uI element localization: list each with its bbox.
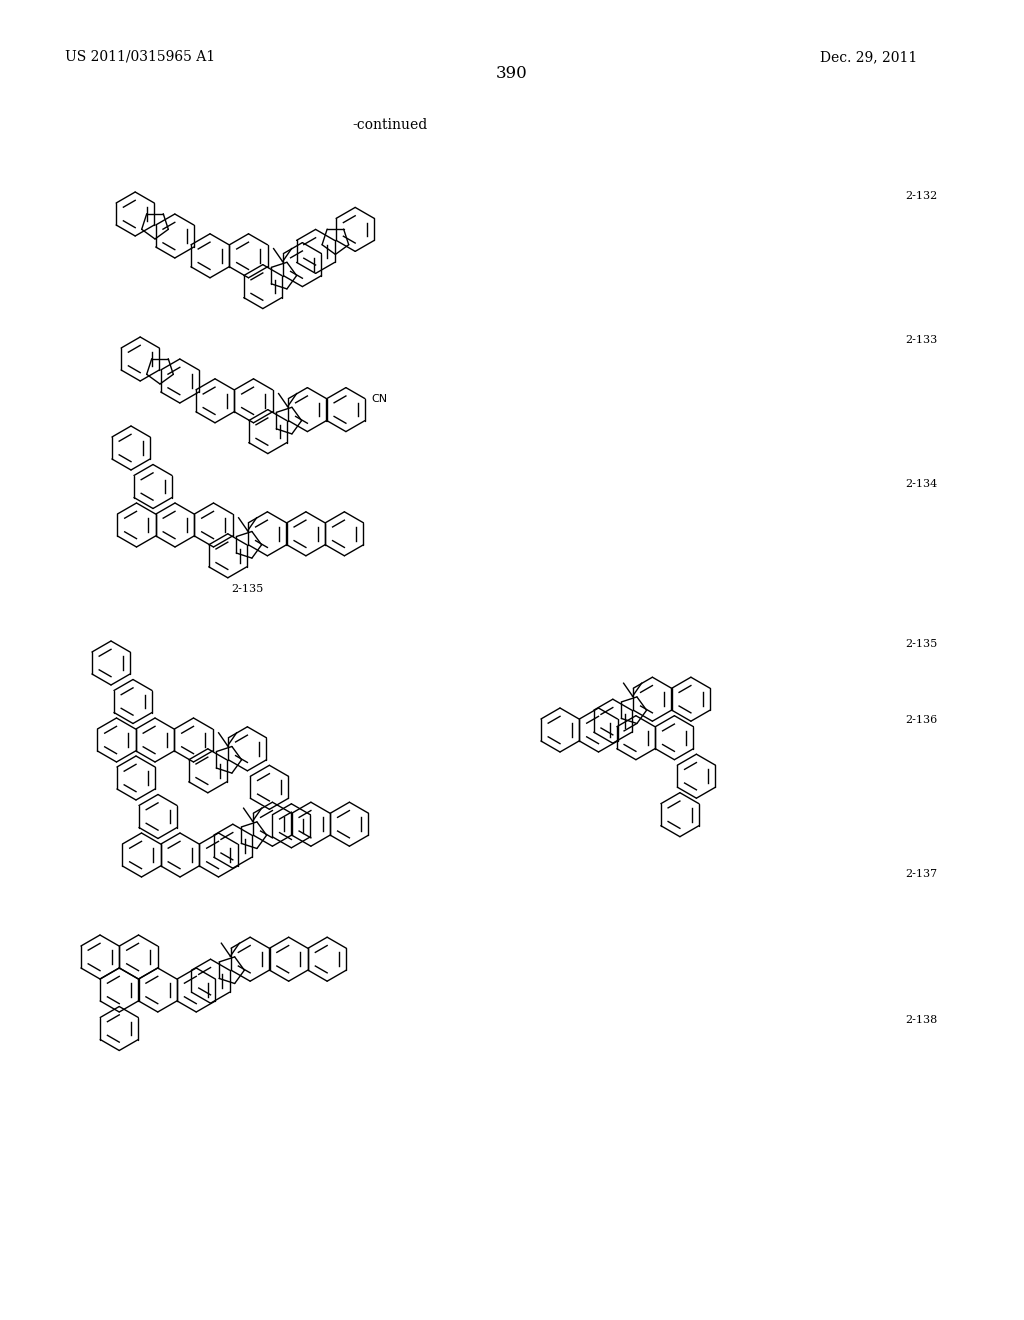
Text: -continued: -continued (352, 117, 428, 132)
Text: 2-138: 2-138 (905, 1015, 937, 1026)
Text: 2-134: 2-134 (905, 479, 937, 488)
Text: 2-132: 2-132 (905, 191, 937, 201)
Text: CN: CN (371, 393, 387, 404)
Text: 390: 390 (496, 65, 528, 82)
Text: US 2011/0315965 A1: US 2011/0315965 A1 (65, 50, 215, 63)
Text: Dec. 29, 2011: Dec. 29, 2011 (820, 50, 918, 63)
Text: 2-137: 2-137 (905, 869, 937, 879)
Text: 2-135: 2-135 (905, 639, 937, 649)
Text: 2-133: 2-133 (905, 335, 937, 345)
Text: 2-135: 2-135 (231, 585, 264, 594)
Text: 2-136: 2-136 (905, 715, 937, 725)
